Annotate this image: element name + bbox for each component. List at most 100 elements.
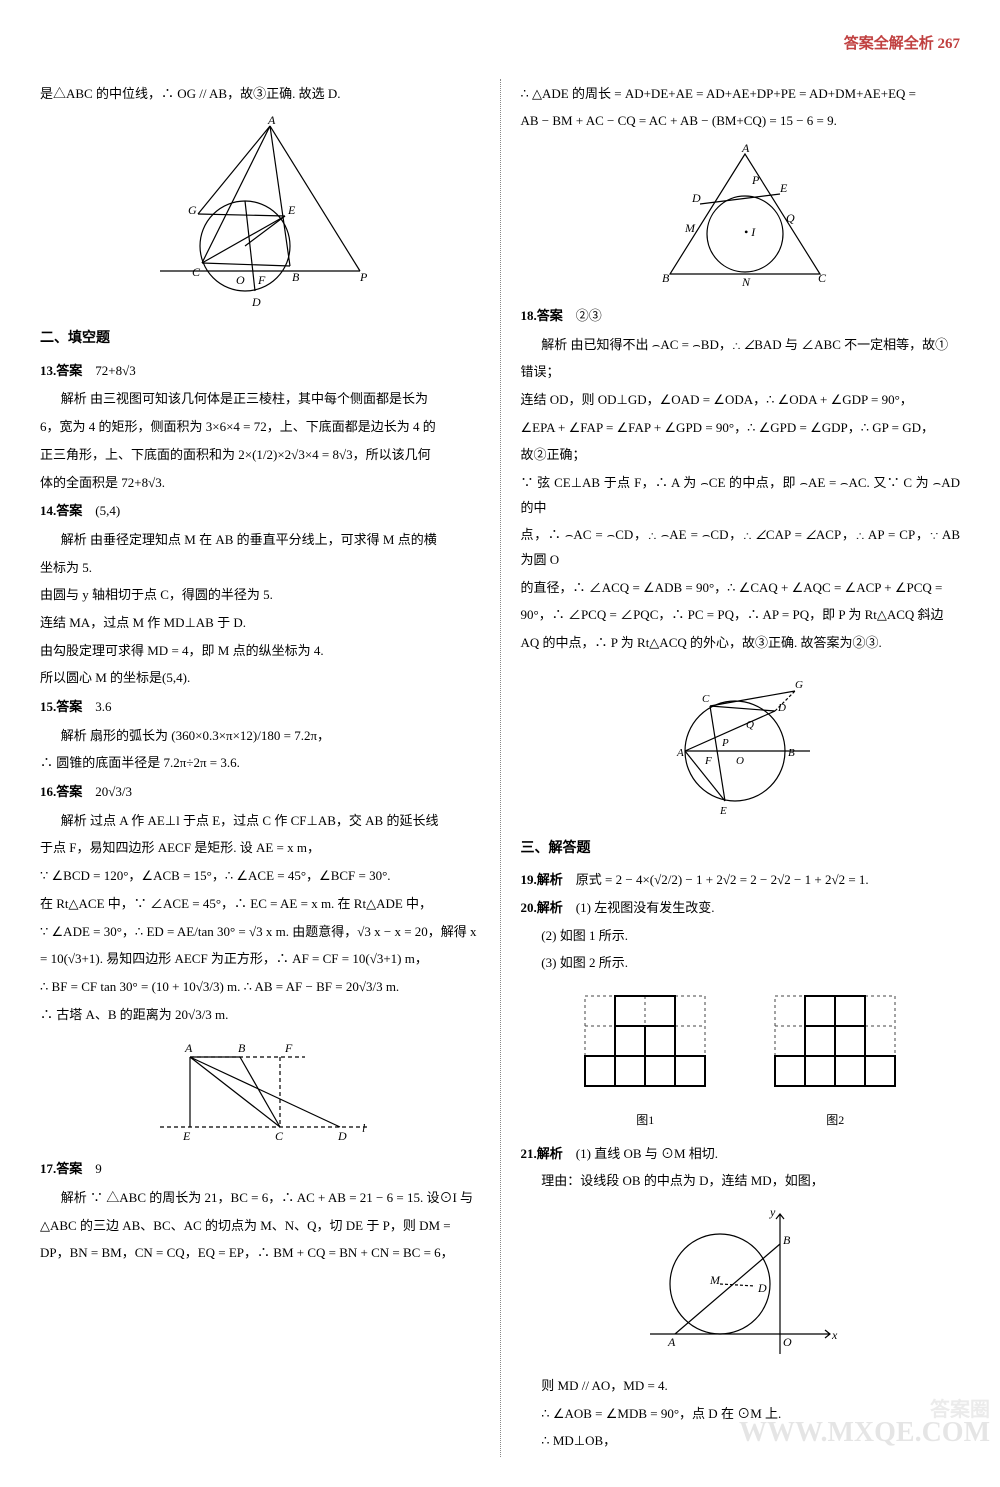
svg-text:N: N [741,275,751,289]
r0: ∴ △ADE 的周长 = AD+DE+AE = AD+AE+DP+PE = AD… [521,82,961,107]
svg-text:O: O [236,273,245,287]
q16-e: ∵ ∠ADE = 30°，∴ ED = AE/tan 30° = √3 x m.… [40,920,480,945]
q18-f: ∵ 弦 CE⊥AB 于点 F，∴ A 为 ⌢CE 的中点，即 ⌢AE = ⌢AC… [521,471,961,520]
q18-i: 90°，∴ ∠PCQ = ∠PQC，∴ PC = PQ，∴ AP = PQ，即 … [521,603,961,628]
q20-b: (2) 如图 1 所示. [521,924,961,949]
svg-text:y: y [769,1205,776,1219]
q14-a: 解析 由垂径定理知点 M 在 AB 的垂直平分线上，可求得 M 点的横 [40,528,480,553]
q20-c: (3) 如图 2 所示. [521,951,961,976]
svg-text:E: E [719,805,727,817]
svg-text:E: E [779,181,788,195]
svg-text:B: B [292,270,300,284]
left-column: 是△ABC 的中位线，∴ OG // AB，故③正确. 故选 D. [40,79,480,1458]
q21-a: (1) 直线 OB 与 ⊙M 相切. [576,1146,718,1161]
svg-text:x: x [831,1328,838,1342]
page-header: 答案全解全析 267 [40,30,960,59]
svg-text:Q: Q [786,211,795,225]
q15-answer: 15.答案 3.6 [40,695,480,720]
answer-label: 13.答案 [40,363,82,378]
answer-label: 15.答案 [40,699,82,714]
q18-h: 的直径，∴ ∠ACQ = ∠ADB = 90°，∴ ∠CAQ + ∠AQC = … [521,576,961,601]
svg-text:D: D [691,191,701,205]
figure-circle-q18: G C D Q P A F O B E [521,666,961,826]
q18-c: 连结 OD，则 OD⊥GD，∠OAD = ∠ODA，∴ ∠ODA + ∠GDP … [521,388,961,413]
analysis-label: 19.解析 [521,872,563,887]
figure-incircle: A B C D P E M Q N • I [521,144,961,294]
answer-value: 20√3/3 [95,784,132,799]
q16-f: = 10(√3+1). 易知四边形 AECF 为正方形，∴ AF = CF = … [40,947,480,972]
fig1-label: 图1 [575,1109,715,1132]
q15-b: ∴ 圆锥的底面半径是 7.2π÷2π = 3.6. [40,751,480,776]
column-divider [500,79,501,1458]
svg-text:A: A [741,144,750,155]
svg-text:B: B [238,1041,246,1055]
svg-text:E: E [182,1129,191,1143]
q14-answer: 14.答案 (5,4) [40,499,480,524]
q14-c: 由圆与 y 轴相切于点 C，得圆的半径为 5. [40,583,480,608]
q18-j: AQ 的中点，∴ P 为 Rt△ACQ 的外心，故③正确. 故答案为②③. [521,631,961,656]
q17-answer: 17.答案 9 [40,1157,480,1182]
q18-g: 点，∴ ⌢AC = ⌢CD，∴ ⌢AE = ⌢CD，∴ ∠CAP = ∠ACP，… [521,523,961,572]
section-fill-blank: 二、填空题 [40,326,480,353]
q21-b: 理由：设线段 OB 的中点为 D，连结 MD，如图， [521,1169,961,1194]
q21-e: ∴ MD⊥OB， [521,1429,961,1454]
answer-label: 18.答案 [521,308,563,323]
svg-text:F: F [704,755,712,767]
svg-text:D: D [251,295,261,309]
q18-b: 错误； [521,360,961,385]
fig2-label: 图2 [765,1109,905,1132]
svg-text:• I: • I [744,225,756,239]
figure-geom-d: A G E C O F B P D [40,116,480,316]
q19-a: 原式 = 2 − 4×(√2/2) − 1 + 2√2 = 2 − 2√2 − … [576,872,869,887]
q13-d: 体的全面积是 72+8√3. [40,471,480,496]
q14-f: 所以圆心 M 的坐标是(5,4). [40,666,480,691]
q19: 19.解析 原式 = 2 − 4×(√2/2) − 1 + 2√2 = 2 − … [521,868,961,893]
q18-e: 故②正确； [521,443,961,468]
svg-text:P: P [359,270,368,284]
q13-b: 6，宽为 4 的矩形，侧面积为 3×6×4 = 72，上、下底面都是边长为 4 … [40,415,480,440]
content-columns: 是△ABC 的中位线，∴ OG // AB，故③正确. 故选 D. [40,79,960,1458]
svg-text:F: F [284,1041,293,1055]
q16-d: 在 Rt△ACE 中，∵ ∠ACE = 45°，∴ EC = AE = x m.… [40,892,480,917]
svg-text:F: F [257,273,266,287]
q20: 20.解析 (1) 左视图没有发生改变. [521,896,961,921]
svg-text:E: E [287,203,296,217]
q14-e: 由勾股定理可求得 MD = 4，即 M 点的纵坐标为 4. [40,639,480,664]
q15-a: 解析 扇形的弧长为 (360×0.3×π×12)/180 = 7.2π， [40,724,480,749]
figure-tower: A B F E C D l [40,1037,480,1147]
figure-grids: 图1 [521,986,961,1131]
q16-h: ∴ 古塔 A、B 的距离为 20√3/3 m. [40,1003,480,1028]
q16-answer: 16.答案 20√3/3 [40,780,480,805]
section-solve: 三、解答题 [521,836,961,863]
q16-b: 于点 F，易知四边形 AECF 是矩形. 设 AE = x m， [40,836,480,861]
text-line: 是△ABC 的中位线，∴ OG // AB，故③正确. 故选 D. [40,82,480,107]
q13-answer: 13.答案 72+8√3 [40,359,480,384]
svg-text:l: l [362,1121,366,1135]
svg-text:P: P [751,173,760,187]
svg-text:G: G [188,203,197,217]
svg-text:C: C [702,693,710,705]
q18-answer: 18.答案 ②③ [521,304,961,329]
q16-a: 解析 过点 A 作 AE⊥l 于点 E，过点 C 作 CF⊥AB，交 AB 的延… [40,809,480,834]
answer-label: 14.答案 [40,503,82,518]
analysis-label: 21.解析 [521,1146,563,1161]
figure-circle-coord: x y B M D A O [521,1204,961,1364]
answer-label: 17.答案 [40,1161,82,1176]
svg-text:D: D [757,1281,767,1295]
q13-c: 正三角形，上、下底面的面积和为 2×(1/2)×2√3×4 = 8√3，所以该几… [40,443,480,468]
svg-text:M: M [709,1273,721,1287]
answer-value: (5,4) [95,503,120,518]
q21: 21.解析 (1) 直线 OB 与 ⊙M 相切. [521,1142,961,1167]
svg-text:A: A [667,1335,676,1349]
svg-text:O: O [783,1335,792,1349]
q17-a: 解析 ∵ △ABC 的周长为 21，BC = 6，∴ AC + AB = 21 … [40,1186,480,1211]
answer-value: 9 [95,1161,102,1176]
svg-text:B: B [788,747,795,759]
svg-text:A: A [184,1041,193,1055]
q21-c: 则 MD // AO，MD = 4. [521,1374,961,1399]
svg-text:B: B [783,1233,791,1247]
analysis-label: 20.解析 [521,900,563,915]
svg-text:G: G [795,679,803,691]
q20-a: (1) 左视图没有发生改变. [576,900,715,915]
svg-text:A: A [676,747,684,759]
